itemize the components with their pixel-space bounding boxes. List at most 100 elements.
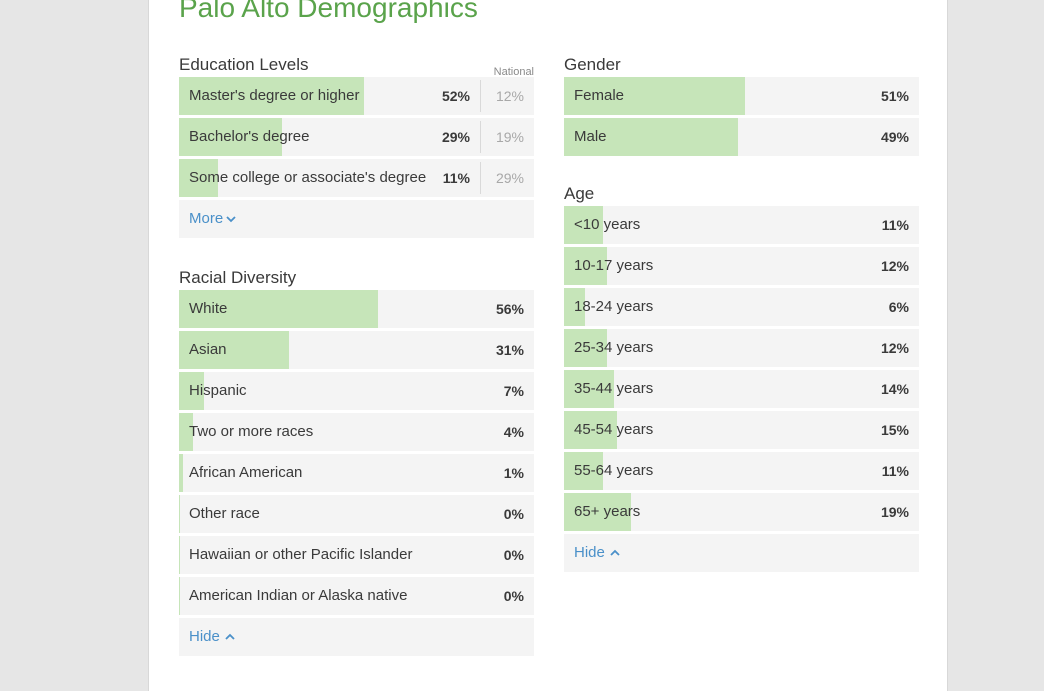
education-row-value: 11% xyxy=(442,170,470,186)
age-row-value: 12% xyxy=(880,340,909,356)
chevron-up-icon xyxy=(225,633,235,640)
national-column-label: National xyxy=(493,66,534,78)
age-row-label: <10 years xyxy=(574,216,641,233)
gender-bar xyxy=(564,77,746,115)
race-row-value: 56% xyxy=(495,301,524,317)
race-row-value: 7% xyxy=(503,383,524,399)
age-row: 65+ years 19% xyxy=(564,493,919,531)
race-section: Racial Diversity White 56% Asian 31% Hispani… xyxy=(179,257,534,656)
race-row-label: White xyxy=(189,300,228,317)
race-row: American Indian or Alaska native 0% xyxy=(179,577,534,615)
more-label: More xyxy=(189,210,224,227)
page-title: Palo Alto Demographics xyxy=(179,0,478,23)
age-bar xyxy=(564,493,632,531)
national-divider xyxy=(480,80,481,112)
age-hide-button[interactable]: Hide xyxy=(564,534,919,572)
race-bar xyxy=(179,290,378,328)
age-bar xyxy=(564,452,604,490)
race-row-label: American Indian or Alaska native xyxy=(189,587,408,604)
education-title: Education Levels xyxy=(179,55,309,74)
age-section: Age <10 years 11% 10-17 years 12% 18-24 year… xyxy=(564,173,919,572)
race-header: Racial Diversity xyxy=(179,257,534,287)
gender-row: Male 49% xyxy=(564,118,919,156)
race-row-value: 0% xyxy=(503,506,524,522)
age-row: 18-24 years 6% xyxy=(564,288,919,326)
race-row-label: Hawaiian or other Pacific Islander xyxy=(189,546,413,563)
age-bar xyxy=(564,411,618,449)
education-row: Master's degree or higher 52% 12% xyxy=(179,77,534,115)
age-row-value: 15% xyxy=(880,422,909,438)
race-bar xyxy=(179,495,181,533)
education-row-label: Some college or associate's degree xyxy=(189,169,427,186)
gender-row-value: 49% xyxy=(880,129,909,145)
race-row-label: Two or more races xyxy=(189,423,314,440)
race-bar xyxy=(179,454,184,492)
race-title: Racial Diversity xyxy=(179,268,297,287)
age-bar xyxy=(564,370,614,408)
age-row-label: 55-64 years xyxy=(574,462,654,479)
education-section: Education Levels National Master's degre… xyxy=(179,44,534,238)
education-header: Education Levels National xyxy=(179,44,534,78)
chevron-down-icon xyxy=(226,216,236,223)
education-row: Some college or associate's degree 11% 2… xyxy=(179,159,534,197)
gender-section: Gender Female 51% Male 49% xyxy=(564,44,919,156)
race-row-label: Hispanic xyxy=(189,382,247,399)
age-row-value: 6% xyxy=(888,299,909,315)
gender-row-value: 51% xyxy=(880,88,909,104)
race-bar xyxy=(179,413,194,451)
race-bar xyxy=(179,536,181,574)
national-divider xyxy=(480,121,481,153)
race-row: Other race 0% xyxy=(179,495,534,533)
age-row-value: 14% xyxy=(880,381,909,397)
gender-row-label: Female xyxy=(574,87,625,104)
race-row: Asian 31% xyxy=(179,331,534,369)
age-bar xyxy=(564,247,607,285)
education-row-national: 29% xyxy=(495,170,524,186)
education-bar xyxy=(179,77,364,115)
age-row-label: 25-34 years xyxy=(574,339,654,356)
race-hide-button[interactable]: Hide xyxy=(179,618,534,656)
chevron-up-icon xyxy=(610,549,620,556)
education-row-value: 29% xyxy=(441,129,470,145)
education-row-label: Bachelor's degree xyxy=(189,128,310,145)
education-row-value: 52% xyxy=(441,88,470,104)
race-bar xyxy=(179,331,290,369)
age-row-label: 45-54 years xyxy=(574,421,654,438)
age-row-label: 65+ years xyxy=(574,503,641,520)
age-row-value: 11% xyxy=(881,463,909,479)
gender-title: Gender xyxy=(564,55,621,74)
hide-label: Hide xyxy=(189,628,220,645)
race-row-label: Other race xyxy=(189,505,260,522)
demographics-card: Palo Alto Demographics Education Levels … xyxy=(148,0,948,691)
age-row: 35-44 years 14% xyxy=(564,370,919,408)
race-row-value: 4% xyxy=(503,424,524,440)
age-row: 10-17 years 12% xyxy=(564,247,919,285)
race-row-value: 31% xyxy=(495,342,524,358)
national-divider xyxy=(480,162,481,194)
race-bar xyxy=(179,372,204,410)
education-more-button[interactable]: More xyxy=(179,200,534,238)
hide-label: Hide xyxy=(574,544,605,561)
gender-row-label: Male xyxy=(574,128,607,145)
race-rows: White 56% Asian 31% Hispanic 7% Two or more ra… xyxy=(179,290,534,615)
age-row: 25-34 years 12% xyxy=(564,329,919,367)
age-bar xyxy=(564,329,607,367)
race-row: Hawaiian or other Pacific Islander 0% xyxy=(179,536,534,574)
gender-row: Female 51% xyxy=(564,77,919,115)
age-header: Age xyxy=(564,173,919,203)
age-row: <10 years 11% xyxy=(564,206,919,244)
race-row-value: 0% xyxy=(503,547,524,563)
age-row-value: 11% xyxy=(881,217,909,233)
age-row-label: 18-24 years xyxy=(574,298,654,315)
race-row-value: 1% xyxy=(503,465,524,481)
race-row: African American 1% xyxy=(179,454,534,492)
education-bar xyxy=(179,118,282,156)
education-row-label: Master's degree or higher xyxy=(189,87,360,104)
age-bar xyxy=(564,288,586,326)
age-row-label: 35-44 years xyxy=(574,380,654,397)
race-bar xyxy=(179,577,181,615)
education-bar xyxy=(179,159,219,197)
age-row-label: 10-17 years xyxy=(574,257,654,274)
race-row: Two or more races 4% xyxy=(179,413,534,451)
education-row-national: 19% xyxy=(495,129,524,145)
